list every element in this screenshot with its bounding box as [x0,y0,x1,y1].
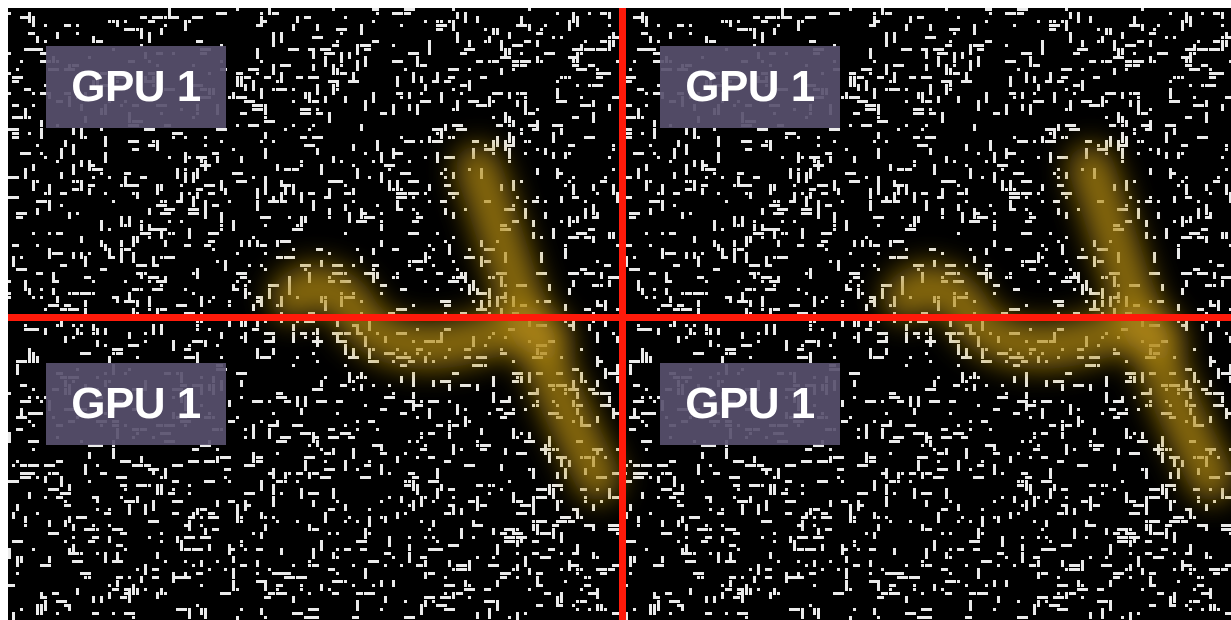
gpu-label-top-right: GPU 1 [660,46,840,128]
simulation-field: GPU 1 GPU 1 GPU 1 GPU 1 [8,8,1231,620]
gpu-label-bottom-right: GPU 1 [660,363,840,445]
gpu-label-top-left: GPU 1 [46,46,226,128]
horizontal-split-line [8,314,1231,321]
gpu-label-bottom-left: GPU 1 [46,363,226,445]
